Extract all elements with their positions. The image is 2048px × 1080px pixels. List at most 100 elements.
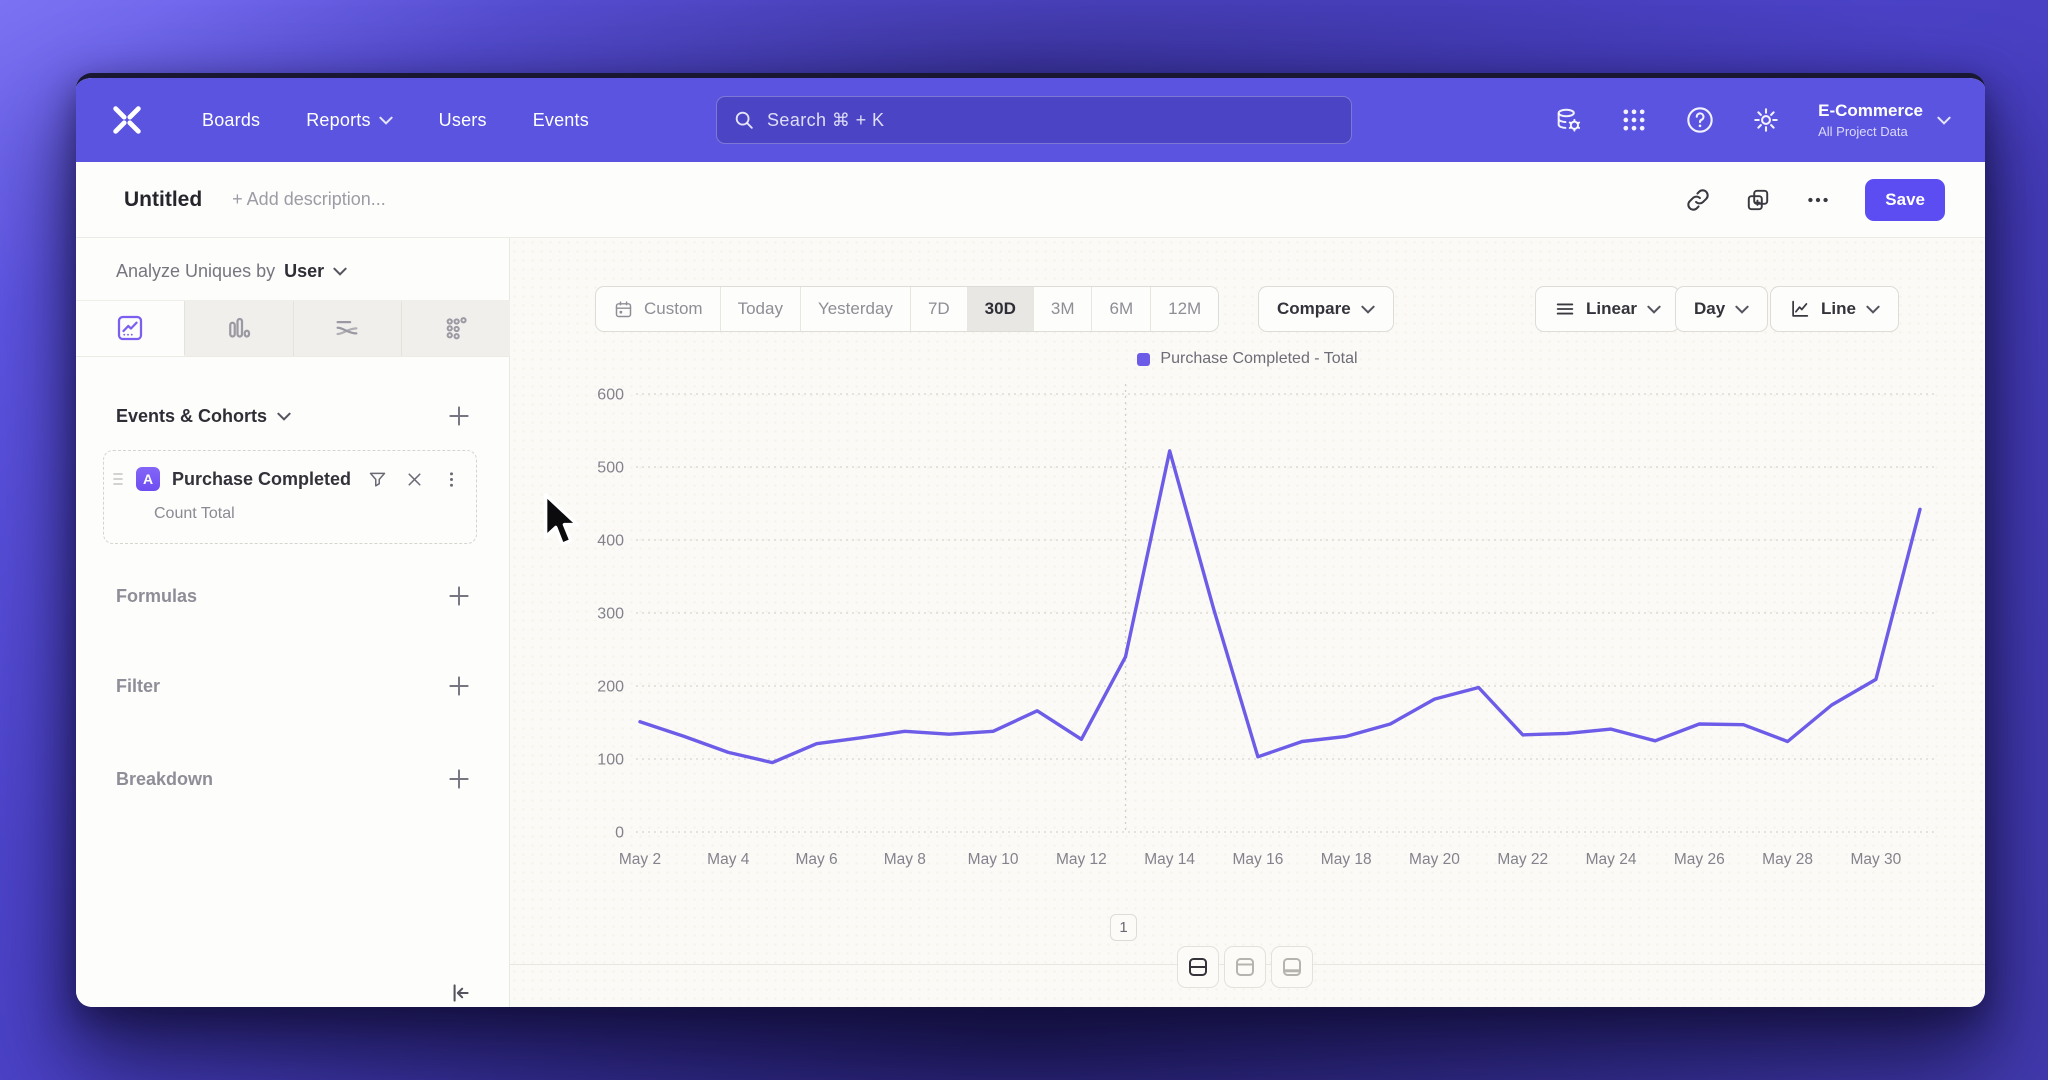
help-icon[interactable]: [1686, 106, 1714, 134]
retention-dots-icon: [446, 316, 467, 339]
x-axis-label: May 22: [1497, 851, 1548, 868]
events-cohorts-label[interactable]: Events & Cohorts: [116, 406, 291, 427]
layout-bottom-bar-button[interactable]: [1271, 946, 1313, 988]
more-options-icon[interactable]: [1805, 187, 1831, 213]
add-description[interactable]: + Add description...: [232, 189, 386, 209]
project-name: E-Commerce: [1818, 101, 1923, 120]
x-axis-label: May 2: [619, 851, 661, 868]
apps-grid-icon[interactable]: [1620, 106, 1648, 134]
x-axis-label: May 14: [1144, 851, 1195, 868]
nav-items: Boards Reports Users Events: [202, 110, 589, 131]
x-axis-label: May 6: [795, 851, 837, 868]
mixpanel-logo-icon[interactable]: [110, 103, 144, 137]
x-axis-label: May 12: [1056, 851, 1107, 868]
range-7d[interactable]: 7D: [911, 287, 968, 331]
report-header: Untitled + Add description... Save: [76, 162, 1985, 238]
nav-item-events[interactable]: Events: [532, 109, 589, 130]
event-card-actions: [367, 469, 462, 490]
search-placeholder: Search ⌘ + K: [767, 109, 885, 130]
analyze-label: Analyze Uniques by: [116, 260, 276, 281]
save-button[interactable]: Save: [1865, 178, 1945, 221]
report-title[interactable]: Untitled: [124, 187, 203, 211]
project-switcher[interactable]: E-Commerce All Project Data: [1818, 101, 1951, 139]
range-12m[interactable]: 12M: [1168, 299, 1202, 318]
range-custom[interactable]: Custom: [596, 287, 721, 331]
event-metric[interactable]: Count Total: [154, 505, 235, 522]
filter-section: Filter: [76, 666, 510, 706]
nav-item-users[interactable]: Users: [438, 109, 487, 130]
kebab-menu-icon[interactable]: [441, 469, 462, 490]
legend-label: Purchase Completed - Total: [1160, 350, 1358, 367]
range-30d[interactable]: 30D: [967, 287, 1034, 331]
drag-handle-icon[interactable]: [112, 471, 124, 487]
add-filter-button[interactable]: [446, 673, 472, 699]
add-formula-button[interactable]: [446, 583, 472, 609]
tab-insights[interactable]: [76, 301, 185, 356]
x-axis-label: May 26: [1674, 851, 1725, 868]
range-today[interactable]: Today: [721, 287, 801, 331]
nav-item-boards[interactable]: Boards: [202, 109, 261, 130]
date-range-control: Custom Today Yesterday 7D 30D 3M 6M 12M: [595, 286, 1220, 332]
top-navbar: Boards Reports Users Events Search ⌘ + K: [76, 78, 1985, 162]
x-axis-label: May 4: [707, 851, 750, 868]
layout-split-icon: [1189, 958, 1207, 976]
content-area: Analyze Uniques by User: [76, 238, 1985, 1007]
y-axis-label: 500: [597, 460, 624, 477]
event-series-badge: A: [136, 467, 160, 491]
chart-panel: Custom Today Yesterday 7D 30D 3M 6M 12M …: [510, 238, 1985, 1007]
chevron-down-icon: [277, 412, 291, 421]
layout-toggle-group: [1177, 946, 1313, 988]
chevron-down-icon: [1647, 305, 1661, 314]
duplicate-icon[interactable]: [1745, 187, 1771, 213]
compare-dropdown[interactable]: Compare: [1258, 286, 1394, 332]
range-3m[interactable]: 3M: [1034, 287, 1093, 331]
layout-bottom-bar-icon: [1283, 958, 1301, 976]
scale-dropdown[interactable]: Linear: [1535, 286, 1681, 332]
data-management-icon[interactable]: [1554, 106, 1582, 134]
app-window: Boards Reports Users Events Search ⌘ + K: [76, 73, 1985, 1007]
chart-legend[interactable]: Purchase Completed - Total: [510, 350, 1985, 368]
search-input[interactable]: Search ⌘ + K: [716, 96, 1352, 144]
event-name[interactable]: Purchase Completed: [172, 468, 352, 489]
settings-gear-icon[interactable]: [1752, 106, 1780, 134]
chevron-down-icon: [333, 267, 347, 276]
events-cohorts-section: Events & Cohorts: [76, 396, 510, 436]
copy-link-icon[interactable]: [1685, 187, 1711, 213]
chart-type-dropdown[interactable]: Line: [1770, 286, 1899, 332]
legend-swatch: [1137, 352, 1151, 366]
chevron-down-icon: [1361, 305, 1375, 314]
report-actions: Save: [1685, 178, 1945, 221]
chevron-down-icon: [1866, 305, 1880, 314]
chevron-down-icon: [379, 116, 393, 125]
series-line[interactable]: [638, 449, 1922, 765]
y-axis-label: 400: [597, 533, 624, 550]
tab-flows[interactable]: [293, 301, 403, 356]
line-chart[interactable]: 0 100 200 300 400 500 600 May 2 May 4 May 6 May 8 M…: [570, 378, 1950, 878]
nav-right-cluster: E-Commerce All Project Data: [1554, 101, 1951, 139]
collapse-sidebar-button[interactable]: [447, 980, 473, 1006]
range-6m[interactable]: 6M: [1092, 287, 1152, 331]
tab-funnels[interactable]: [184, 301, 294, 356]
remove-event-icon[interactable]: [404, 469, 425, 490]
nav-item-reports[interactable]: Reports: [306, 110, 393, 131]
event-card[interactable]: A Purchase Completed Count Total: [103, 450, 477, 544]
layout-split-horizontal-button[interactable]: [1177, 946, 1219, 988]
filter-icon[interactable]: [367, 469, 388, 490]
pagination-page-1[interactable]: 1: [1110, 914, 1137, 941]
breakdown-section: Breakdown: [76, 759, 510, 799]
y-axis-label: 600: [597, 387, 624, 404]
add-breakdown-button[interactable]: [446, 766, 472, 792]
range-yesterday[interactable]: Yesterday: [801, 287, 911, 331]
calendar-icon: [615, 300, 632, 317]
bar-chart-icon: [228, 317, 250, 338]
x-axis-label: May 30: [1850, 851, 1901, 868]
layout-top-bar-button[interactable]: [1224, 946, 1266, 988]
chart-toolbar: Custom Today Yesterday 7D 30D 3M 6M 12M …: [510, 286, 1985, 332]
interval-dropdown[interactable]: Day: [1675, 286, 1769, 332]
line-chart-svg[interactable]: 0 100 200 300 400 500 600 May 2 May 4 May 6 May 8 M…: [570, 378, 1950, 878]
add-event-button[interactable]: [446, 403, 472, 429]
analyze-uniques-row: Analyze Uniques by User: [116, 252, 347, 290]
tab-retention[interactable]: [402, 301, 510, 356]
analyze-value-dropdown[interactable]: User: [284, 260, 325, 281]
